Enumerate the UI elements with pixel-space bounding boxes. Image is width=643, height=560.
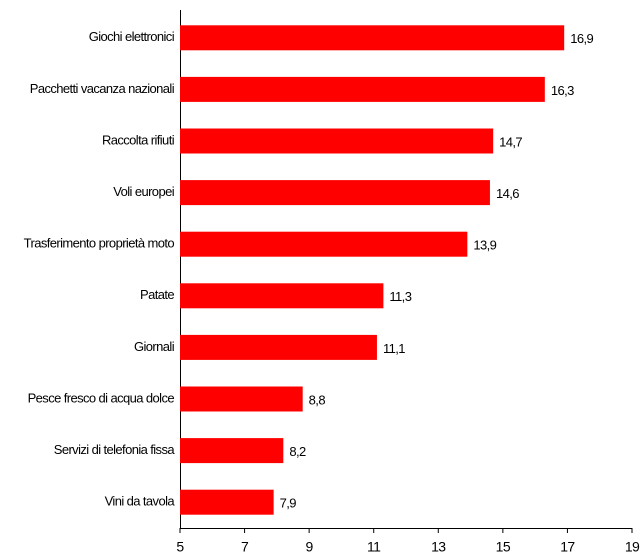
x-tick-label: 15 bbox=[496, 539, 511, 555]
value-label: 16,3 bbox=[551, 83, 574, 98]
bar bbox=[180, 489, 274, 515]
value-label: 11,1 bbox=[383, 341, 405, 356]
bar bbox=[180, 76, 545, 102]
bar bbox=[180, 25, 565, 51]
value-label: 8,8 bbox=[309, 392, 326, 407]
x-tick-label: 13 bbox=[431, 539, 446, 555]
x-tick-label: 9 bbox=[306, 539, 314, 555]
bar bbox=[180, 180, 490, 206]
y-tick-label: Pacchetti vacanza nazionali bbox=[30, 81, 175, 96]
value-label: 13,9 bbox=[473, 238, 496, 253]
bar bbox=[180, 283, 384, 309]
y-tick-label: Giornali bbox=[134, 339, 175, 354]
value-label: 16,9 bbox=[570, 31, 593, 46]
bar bbox=[180, 334, 377, 360]
x-tick-label: 7 bbox=[241, 539, 249, 555]
bar bbox=[180, 438, 284, 464]
y-tick-label: Trasferimento proprietà moto bbox=[24, 236, 175, 251]
y-tick-label: Raccolta rifiuti bbox=[102, 132, 175, 147]
y-tick-label: Pesce fresco di acqua dolce bbox=[28, 390, 175, 405]
y-tick-label: Patate bbox=[140, 287, 174, 302]
value-label: 7,9 bbox=[280, 496, 297, 511]
x-tick-label: 5 bbox=[176, 539, 184, 555]
y-tick-label: Giochi elettronici bbox=[89, 29, 175, 44]
value-label: 8,2 bbox=[289, 444, 306, 459]
x-tick-label: 17 bbox=[560, 539, 575, 555]
bar bbox=[180, 231, 468, 257]
value-label: 11,3 bbox=[389, 289, 411, 304]
value-label: 14,6 bbox=[496, 186, 519, 201]
y-tick-label: Voli europei bbox=[113, 184, 174, 199]
bar bbox=[180, 128, 494, 154]
y-tick-label: Servizi di telefonia fissa bbox=[54, 442, 176, 457]
bar bbox=[180, 386, 303, 412]
x-tick-label: 19 bbox=[625, 539, 640, 555]
x-tick-label: 11 bbox=[367, 539, 381, 555]
y-tick-label: Vini da tavola bbox=[105, 494, 176, 509]
value-label: 14,7 bbox=[499, 134, 522, 149]
